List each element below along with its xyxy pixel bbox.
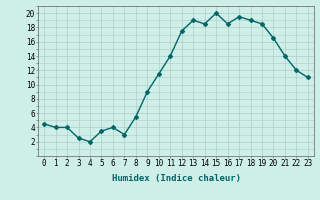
X-axis label: Humidex (Indice chaleur): Humidex (Indice chaleur) bbox=[111, 174, 241, 183]
